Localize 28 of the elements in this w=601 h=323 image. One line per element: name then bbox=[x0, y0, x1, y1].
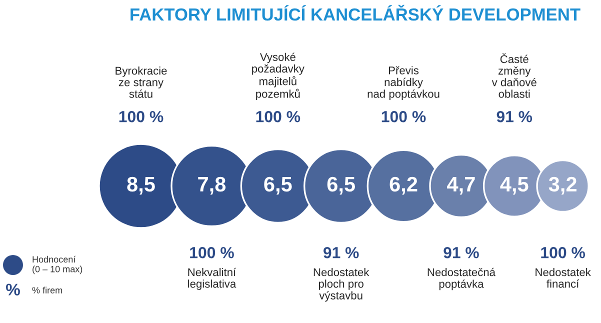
data-label: 100 % bbox=[190, 246, 234, 258]
data-label: 91 % bbox=[496, 111, 532, 122]
category-label: Nedostatečná poptávka bbox=[428, 268, 496, 290]
data-label: 100 % bbox=[119, 110, 164, 122]
category-label: Nedostatek ploch pro výstavbu bbox=[314, 268, 370, 302]
data-label: 6,5 bbox=[264, 176, 292, 195]
data-label: 6,2 bbox=[390, 176, 418, 195]
category-label: Vysoké požadavky majitelů pozemků bbox=[252, 52, 304, 100]
data-label: 91 % bbox=[444, 247, 479, 258]
category-label: Časté změny v daňové oblasti bbox=[492, 53, 536, 98]
data-label: 100 % bbox=[382, 110, 426, 122]
data-label: 3,2 bbox=[548, 176, 576, 195]
data-label: 100 % bbox=[256, 110, 300, 122]
text: FAKTORY LIMITUJÍCÍ KANCELÁŘSKÝ DEVELOPMENT bbox=[130, 4, 580, 21]
data-label: 4,7 bbox=[447, 177, 475, 195]
category-label: Nedostatek financí bbox=[536, 268, 591, 288]
data-label: 6,5 bbox=[327, 176, 355, 195]
data-label: 8,5 bbox=[127, 176, 155, 195]
category-label: Byrokracie ze strany státu bbox=[116, 66, 167, 98]
legend-label: Hodnocení (0 – 10 max) bbox=[32, 256, 82, 274]
data-label: 100 % bbox=[541, 246, 586, 258]
text: % firem bbox=[32, 286, 62, 294]
category-label: Nekvalitní legislativa bbox=[188, 268, 236, 290]
data-label: 91 % bbox=[324, 247, 359, 258]
category-label: Převis nabídky nad poptávkou bbox=[368, 66, 440, 100]
data-label: 4,5 bbox=[500, 177, 528, 195]
text: % bbox=[6, 284, 20, 296]
data-label: 7,8 bbox=[198, 176, 226, 195]
